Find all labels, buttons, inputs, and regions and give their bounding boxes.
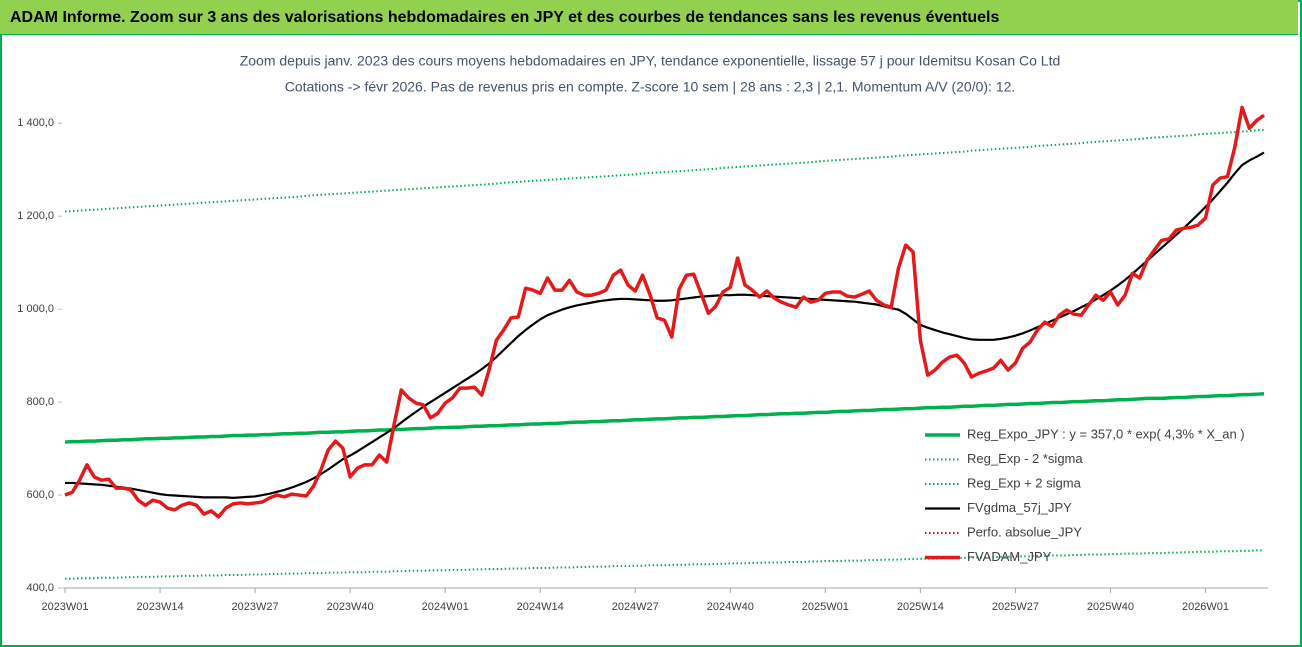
y-tick-label: 800,0 [26, 396, 54, 408]
legend-label: Perfo. absolue_JPY [967, 524, 1082, 539]
y-tick-label: 1 400,0 [17, 117, 54, 129]
series-line [65, 549, 1264, 580]
y-tick-label: 1 000,0 [17, 303, 54, 315]
x-tick-label: 2023W40 [327, 601, 374, 613]
x-tick-label: 2025W40 [1087, 601, 1134, 613]
chart-subtitle: Cotations -> févr 2026. Pas de revenus p… [285, 79, 1016, 95]
x-tick-label: 2024W27 [612, 601, 659, 613]
x-tick-label: 2024W01 [422, 601, 469, 613]
series-line [65, 151, 1265, 499]
x-tick-label: 2024W40 [707, 601, 754, 613]
chart-subtitle: Zoom depuis janv. 2023 des cours moyens … [240, 53, 1061, 69]
x-tick-label: 2025W14 [897, 601, 944, 613]
series-line [64, 105, 1266, 519]
legend-label: Reg_Exp - 2 *sigma [967, 451, 1083, 466]
legend-label: Reg_Expo_JPY : y = 357,0 * exp( 4,3% * X… [967, 426, 1245, 441]
series-line [64, 391, 1265, 444]
chart-title: ADAM Informe. Zoom sur 3 ans des valoris… [10, 9, 999, 26]
x-tick-label: 2025W01 [802, 601, 849, 613]
legend-label: FVgdma_57j_JPY [967, 500, 1072, 515]
y-tick-label: 600,0 [26, 489, 54, 501]
x-tick-label: 2025W27 [992, 601, 1039, 613]
legend-label: Reg_Exp + 2 sigma [967, 475, 1082, 490]
x-tick-label: 2023W01 [41, 601, 88, 613]
y-tick-label: 1 200,0 [17, 210, 54, 222]
legend-label: FVADAM_JPY [967, 549, 1052, 564]
series-line [64, 128, 1265, 213]
x-tick-label: 2026W01 [1182, 601, 1229, 613]
y-tick-label: 400,0 [26, 582, 54, 594]
x-tick-label: 2023W14 [136, 601, 183, 613]
header-bar [0, 0, 1298, 35]
x-tick-label: 2023W27 [232, 601, 279, 613]
x-tick-label: 2024W14 [517, 601, 564, 613]
